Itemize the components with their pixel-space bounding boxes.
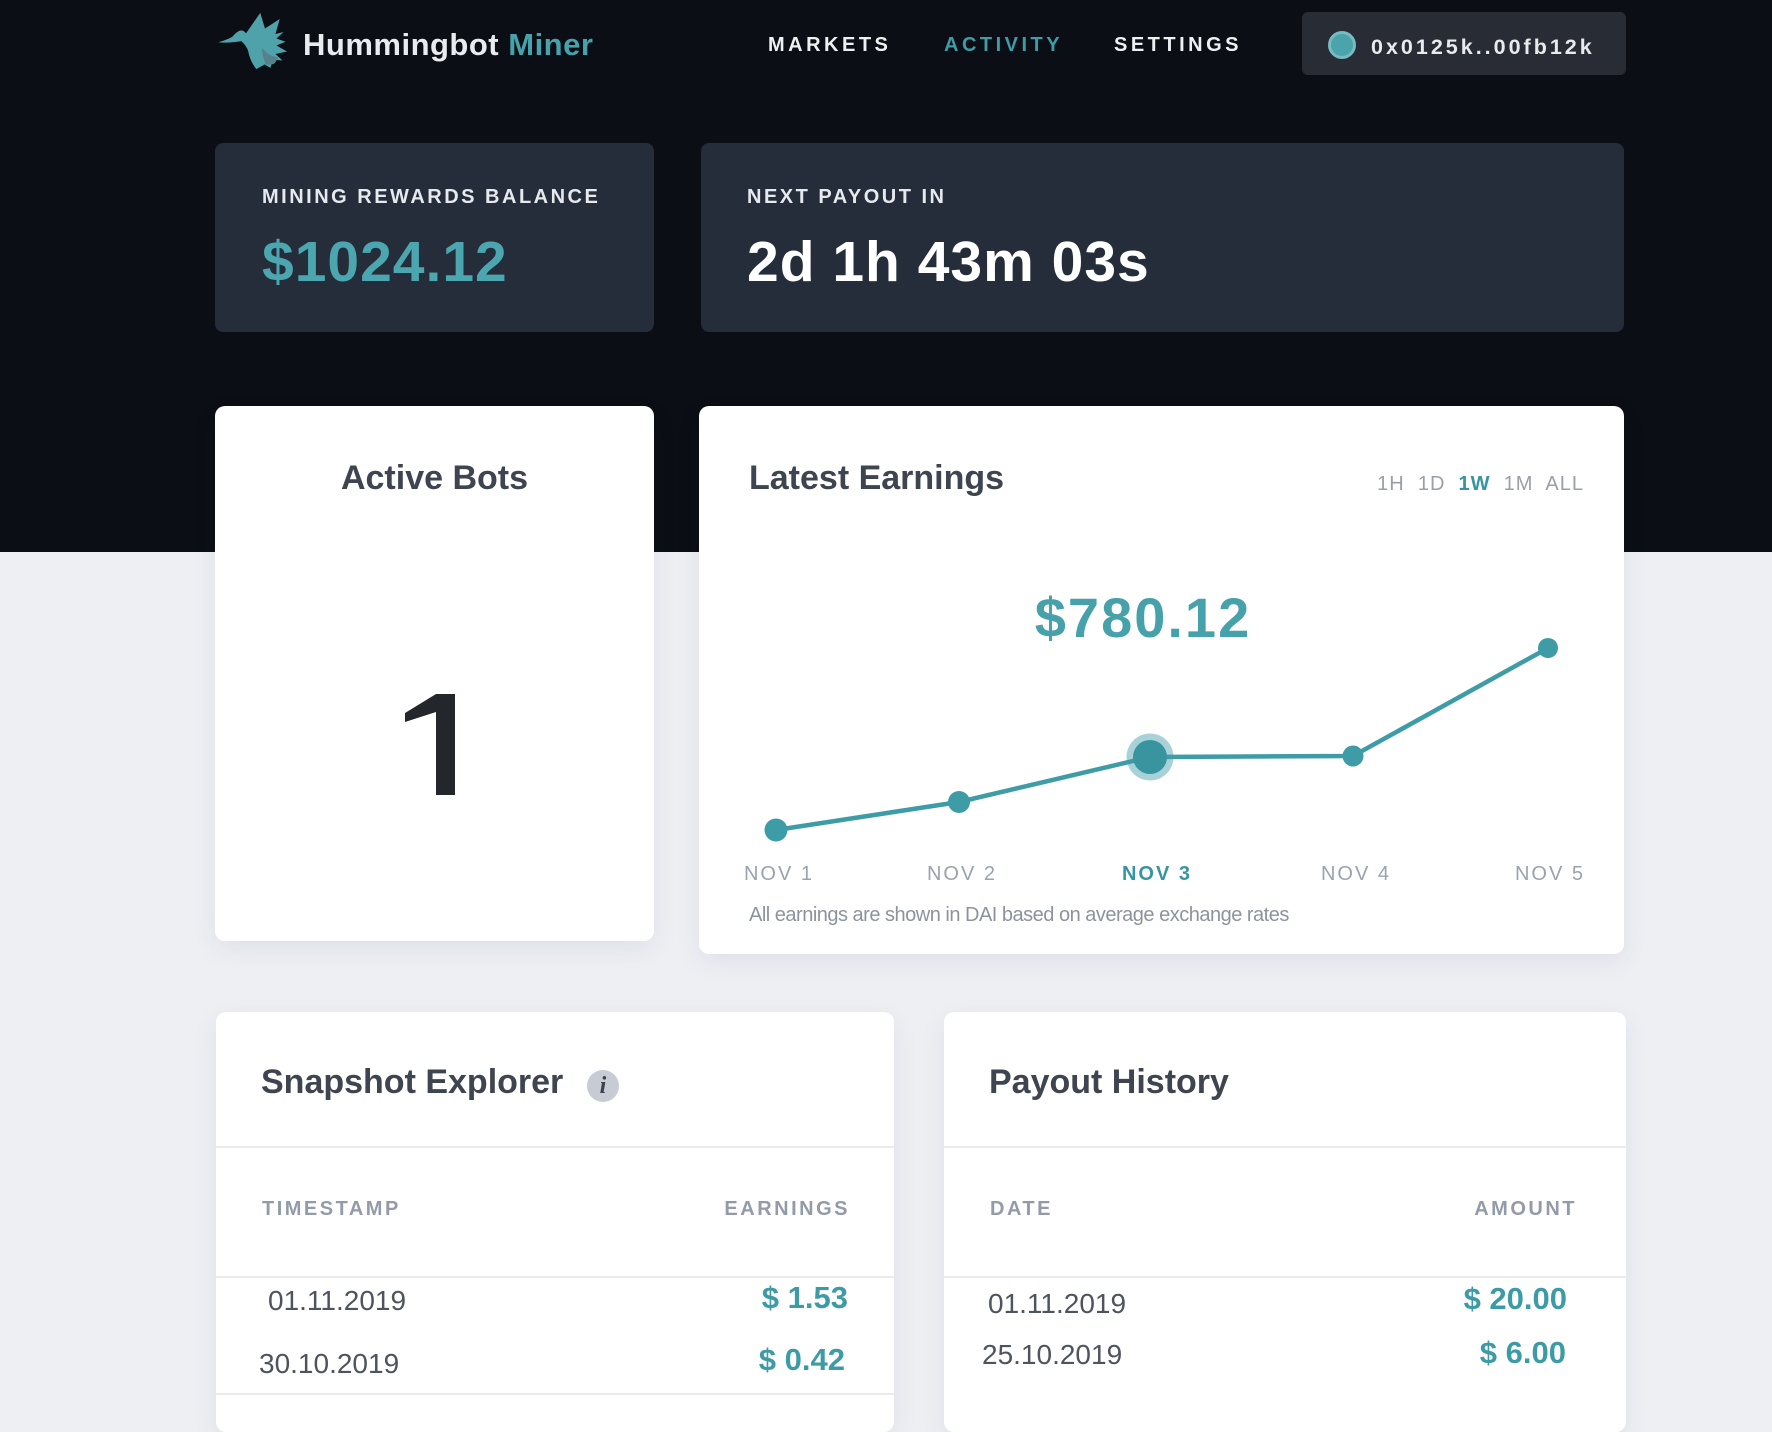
svg-text:All earnings are shown in DAI: All earnings are shown in DAI based on a… (749, 904, 1289, 926)
svg-text:NOV 5: NOV 5 (1515, 863, 1585, 885)
svg-text:NOV 3: NOV 3 (1122, 863, 1192, 885)
svg-text:NOV 2: NOV 2 (927, 863, 997, 885)
svg-text:$780.12: $780.12 (1035, 586, 1251, 649)
svg-text:NOV 1: NOV 1 (744, 863, 814, 885)
svg-text:NOV 4: NOV 4 (1321, 863, 1391, 885)
